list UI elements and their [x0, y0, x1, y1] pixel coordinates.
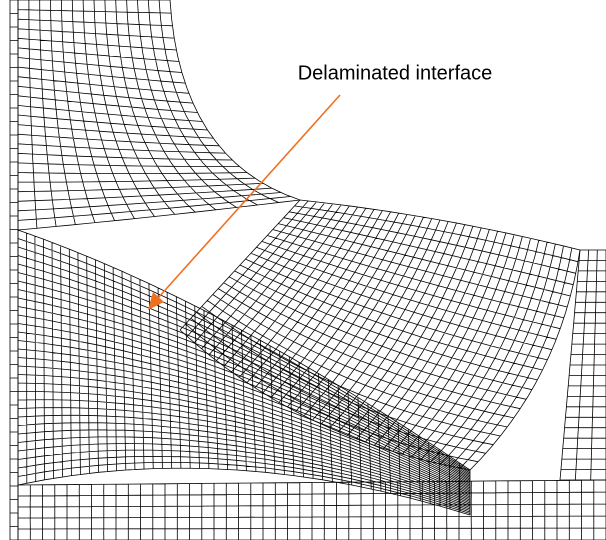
mesh-figure: Delaminated interface	[0, 0, 606, 540]
page: Delaminated interface (() => { const dat…	[0, 0, 606, 540]
annotation-label: Delaminated interface	[298, 62, 493, 84]
mesh-left-strip	[10, 0, 18, 540]
